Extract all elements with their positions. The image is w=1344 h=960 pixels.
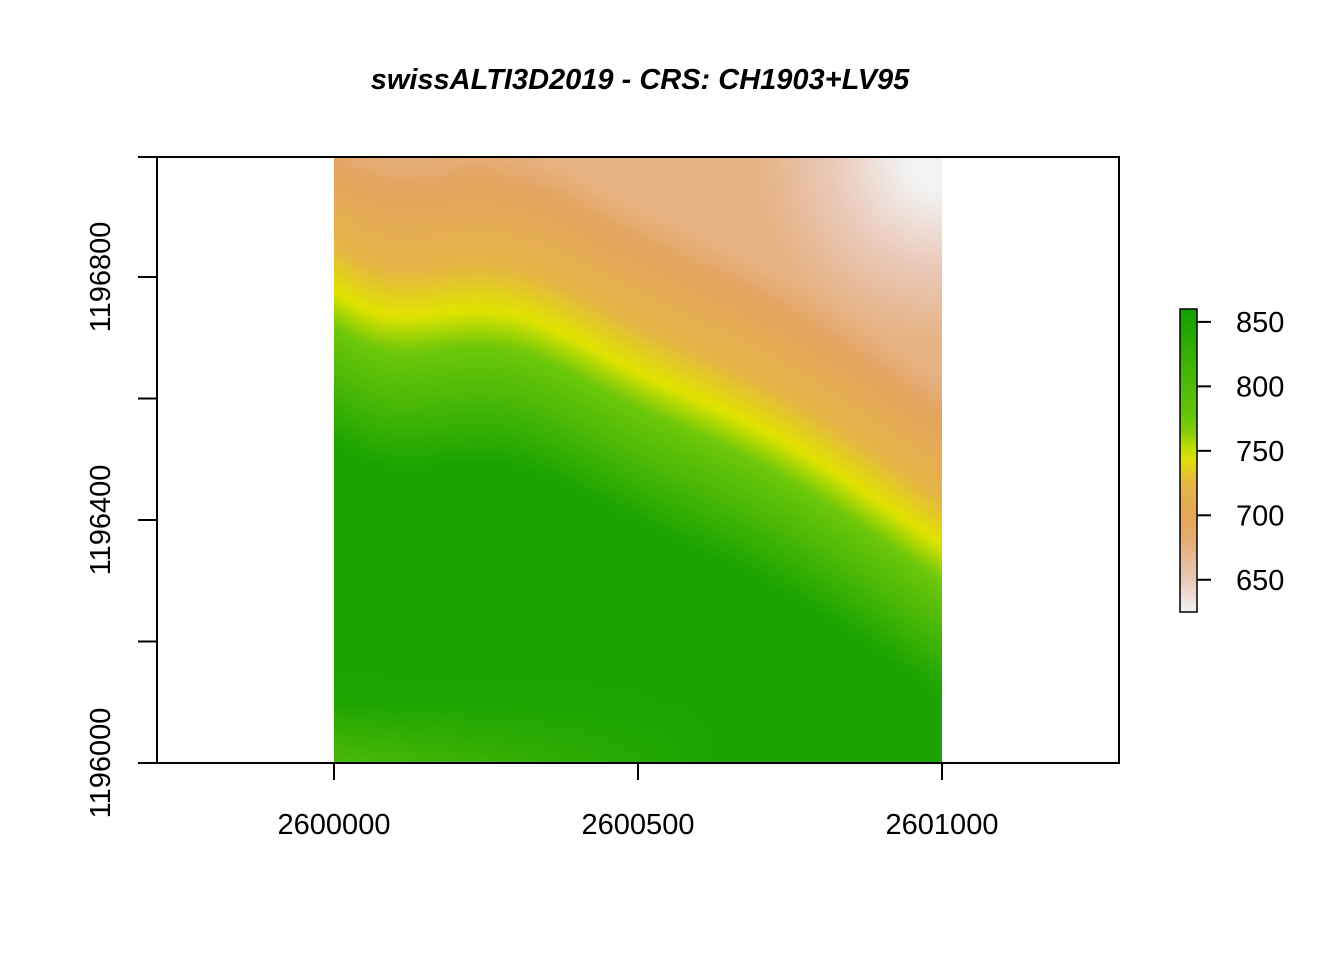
legend-tick-label: 850 xyxy=(1236,307,1284,339)
y-tick-label: 1196400 xyxy=(85,465,117,576)
legend-color-bar xyxy=(1179,308,1198,613)
y-tick-label: 1196800 xyxy=(85,222,117,333)
x-tick-label: 2600500 xyxy=(582,809,695,841)
x-tick-label: 2600000 xyxy=(278,809,391,841)
x-tick-label: 2601000 xyxy=(886,809,999,841)
y-axis: 1196000 1196400 1196800 xyxy=(85,156,158,819)
legend-tick-label: 750 xyxy=(1236,436,1284,468)
color-legend: 650 700 750 800 850 xyxy=(1179,307,1284,613)
elevation-raster-image xyxy=(334,157,942,763)
elevation-raster xyxy=(334,157,942,763)
x-axis: 2600000 2600500 2601000 xyxy=(278,763,999,841)
legend-tick-label: 700 xyxy=(1236,500,1284,532)
y-tick-label: 1196000 xyxy=(85,708,117,819)
chart-title: swissALTI3D2019 - CRS: CH1903+LV95 xyxy=(371,64,910,96)
legend-tick-label: 800 xyxy=(1236,371,1284,403)
legend-tick-label: 650 xyxy=(1236,565,1284,597)
